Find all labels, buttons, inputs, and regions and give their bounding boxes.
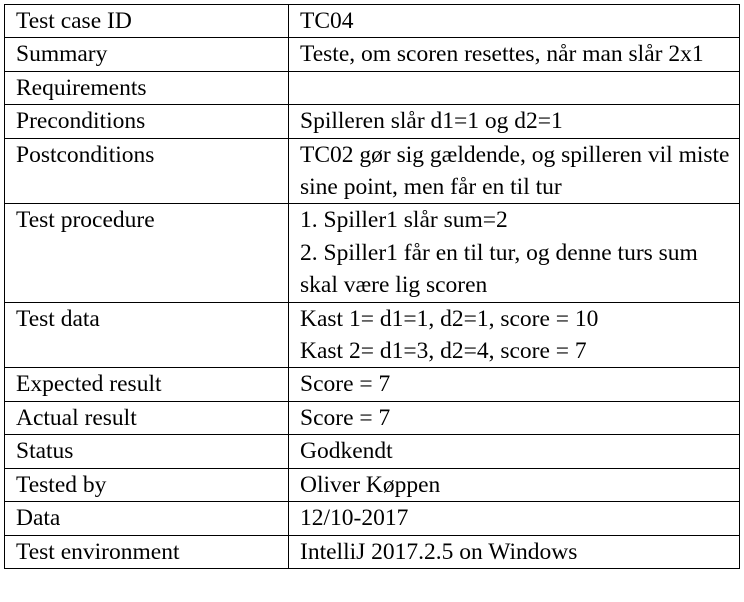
field-label-requirements: Requirements [4,70,289,106]
field-label-test-case-id: Test case ID [4,3,289,39]
table-row-tested-by: Tested by Oliver Køppen [4,467,740,503]
field-value-expected-result: Score = 7 [288,367,740,402]
table-row-data: Data 12/10-2017 [4,501,740,536]
field-label-expected-result: Expected result [4,367,289,402]
field-label-text: Test case ID [16,8,132,34]
field-value-line: 1. Spiller1 slår sum=2 [300,207,508,234]
field-label-actual-result: Actual result [4,400,289,436]
field-label-text: Tested by [16,471,107,498]
table-row-test-procedure: Test procedure 1. Spiller1 slår sum=2 2. S… [4,203,740,303]
field-label-text: Expected result [16,371,162,398]
field-value-test-case-id: TC04 [288,3,740,39]
table-row-expected-result: Expected result Score = 7 [4,367,740,402]
table-row-test-case-id: Test case ID TC04 [4,3,740,39]
field-label-test-procedure: Test procedure [4,203,289,303]
field-value-preconditions: Spilleren slår d1=1 og d2=1 [288,104,740,139]
field-value-line: Teste, om scoren resettes, når man slår … [300,41,704,68]
field-value-line: Kast 2= d1=3, d2=4, score = 7 [300,338,587,365]
field-label-preconditions: Preconditions [4,104,289,139]
table-row-status: Status Godkendt [4,434,740,469]
field-value-line: Oliver Køppen [300,471,441,498]
table-row-requirements: Requirements [4,70,740,106]
field-label-text: Preconditions [16,108,146,135]
field-label-text: Data [16,505,61,532]
field-value-summary: Teste, om scoren resettes, når man slår … [288,37,740,72]
field-value-line: Score = 7 [300,371,391,398]
field-label-postconditions: Postconditions [4,137,289,205]
field-value-line: IntelliJ 2017.2.5 on Windows [300,538,578,565]
field-value-test-environment: IntelliJ 2017.2.5 on Windows [288,534,740,569]
field-label-test-environment: Test environment [4,534,289,569]
field-label-status: Status [4,434,289,469]
field-value-data: 12/10-2017 [288,501,740,536]
field-value-tested-by: Oliver Køppen [288,467,740,503]
field-value-line: Kast 1= d1=1, d2=1, score = 10 [300,305,599,332]
field-label-text: Postconditions [16,141,155,168]
table-row-summary: Summary Teste, om scoren resettes, når ma… [4,37,740,72]
table-row-actual-result: Actual result Score = 7 [4,400,740,436]
field-label-text: Test data [16,305,100,332]
field-label-tested-by: Tested by [4,467,289,503]
field-label-test-data: Test data [4,301,289,369]
table-row-test-data: Test data Kast 1= d1=1, d2=1, score = 10 K… [4,301,740,369]
field-value-line: Spilleren slår d1=1 og d2=1 [300,108,563,135]
field-value-line: Score = 7 [300,404,391,431]
test-case-table: Test case ID TC04 Summary Teste, om scoren … [4,3,740,569]
field-label-text: Status [16,438,74,465]
table-row-preconditions: Preconditions Spilleren slår d1=1 og d2=1 [4,104,740,139]
field-label-text: Test environment [16,538,180,565]
field-label-text: Test procedure [16,207,155,234]
field-label-text: Actual result [16,404,137,431]
field-value-test-data: Kast 1= d1=1, d2=1, score = 10 Kast 2= d1… [288,301,740,369]
field-value-line: Godkendt [300,438,393,465]
table-row-test-environment: Test environment IntelliJ 2017.2.5 on Win… [4,534,740,569]
field-value-line: TC04 [300,8,354,34]
field-value-status: Godkendt [288,434,740,469]
field-value-postconditions: TC02 gør sig gældende, og spilleren vil … [288,137,740,205]
field-value-line: 2. Spiller1 får en til tur, og denne tur… [300,239,698,299]
field-value-requirements [288,70,740,106]
field-value-line: 12/10-2017 [300,505,409,532]
field-value-test-procedure: 1. Spiller1 slår sum=2 2. Spiller1 får en… [288,203,740,303]
field-label-data: Data [4,501,289,536]
field-value-line: TC02 gør sig gældende, og spilleren vil … [300,141,730,201]
field-label-text: Summary [16,41,108,68]
field-value-actual-result: Score = 7 [288,400,740,436]
test-case-table-body: Test case ID TC04 Summary Teste, om scoren … [4,3,740,569]
field-value-line [300,72,735,104]
table-row-postconditions: Postconditions TC02 gør sig gældende, og … [4,137,740,205]
field-label-text: Requirements [16,74,147,101]
field-label-summary: Summary [4,37,289,72]
